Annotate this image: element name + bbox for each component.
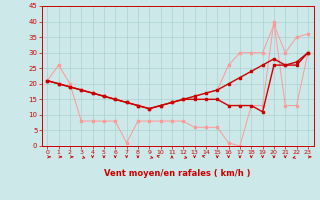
X-axis label: Vent moyen/en rafales ( km/h ): Vent moyen/en rafales ( km/h ): [104, 169, 251, 178]
